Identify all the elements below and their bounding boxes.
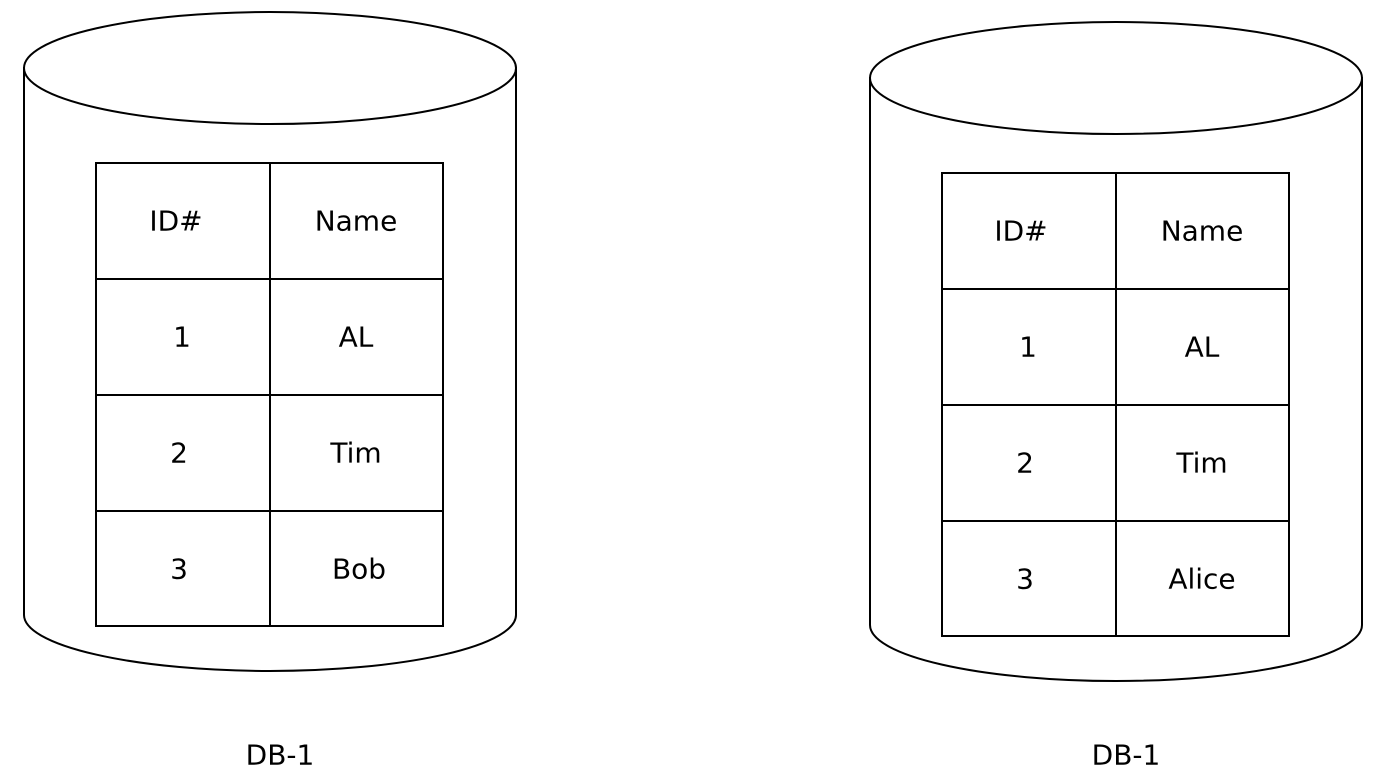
database-left-caption: DB-1: [246, 739, 315, 772]
table-cell-name: Bob: [332, 553, 386, 586]
table-header-name: Name: [315, 205, 398, 238]
table-header-id: ID#: [994, 215, 1047, 248]
table-cell-id: 2: [1016, 447, 1034, 480]
table-cell-name: Alice: [1168, 563, 1235, 596]
database-right-table: ID# Name 1 AL 2 Tim 3 Alice: [941, 172, 1290, 637]
database-left-cylinder-top: [23, 11, 517, 125]
table-cell-name: Tim: [329, 437, 381, 470]
table-cell-name: AL: [339, 321, 374, 354]
database-left-table: ID# Name 1 AL 2 Tim 3 Bob: [95, 162, 444, 627]
database-right: ID# Name 1 AL 2 Tim 3 Alice DB-1: [869, 21, 1363, 772]
database-right-cylinder-top: [869, 21, 1363, 135]
table-cell-id: 1: [1019, 331, 1037, 364]
table-header-name: Name: [1161, 215, 1244, 248]
database-left: ID# Name 1 AL 2 Tim 3 Bob DB-1: [23, 11, 517, 772]
table-cell-id: 3: [1016, 563, 1034, 596]
database-right-caption: DB-1: [1092, 739, 1161, 772]
table-cell-id: 2: [170, 437, 188, 470]
table-header-id: ID#: [149, 205, 202, 238]
table-cell-id: 1: [173, 321, 191, 354]
table-cell-id: 3: [170, 553, 188, 586]
table-cell-name: Tim: [1175, 447, 1227, 480]
table-cell-name: AL: [1185, 331, 1220, 364]
